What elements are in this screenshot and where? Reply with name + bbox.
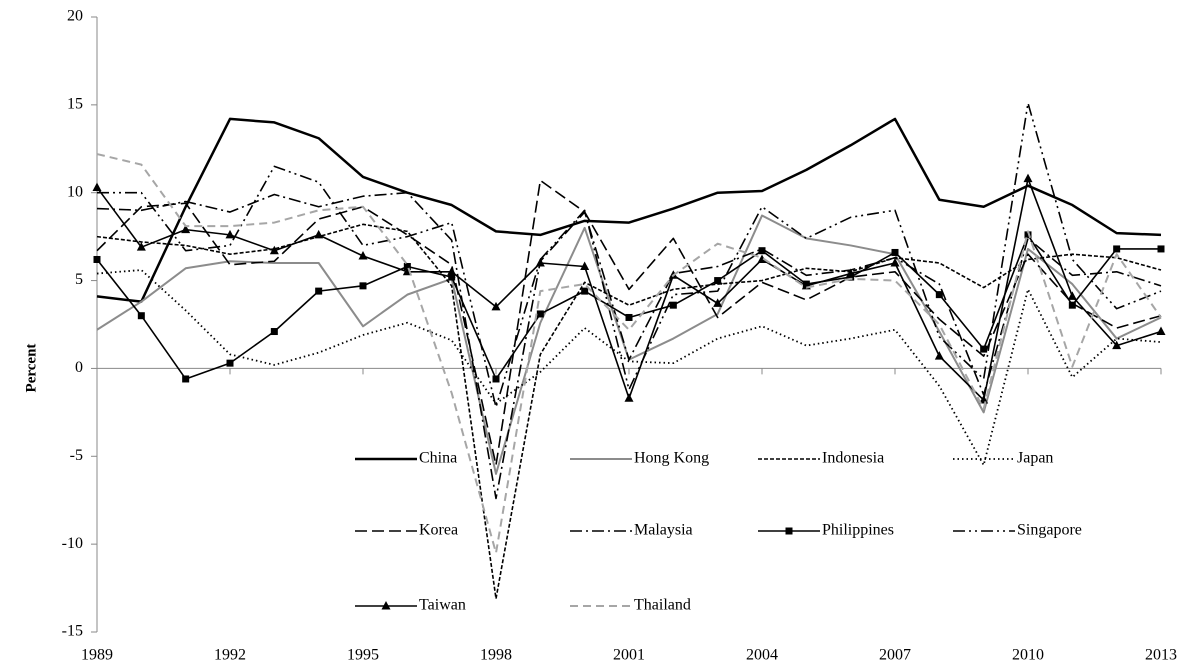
legend-label: China xyxy=(419,450,457,467)
data-point xyxy=(225,229,235,239)
data-point xyxy=(448,273,456,281)
data-point xyxy=(1068,301,1076,309)
data-point xyxy=(269,245,279,255)
data-point xyxy=(891,248,899,256)
legend-label: Malaysia xyxy=(634,522,693,539)
y-tick-label: 0 xyxy=(75,359,83,376)
data-point xyxy=(1067,291,1077,300)
data-point xyxy=(758,247,766,255)
legend-label: Indonesia xyxy=(822,450,884,467)
y-tick-label: -5 xyxy=(70,447,83,464)
series-line xyxy=(96,117,1162,303)
x-tick-label: 2010 xyxy=(1012,647,1044,664)
x-tick-label: 2004 xyxy=(746,647,778,664)
legend-marker xyxy=(785,527,793,535)
data-point xyxy=(669,301,677,309)
x-tick-label: 2013 xyxy=(1145,647,1177,664)
data-point xyxy=(226,359,234,367)
data-point xyxy=(315,287,323,295)
series-line xyxy=(96,191,1162,500)
data-point xyxy=(847,273,855,281)
x-tick-label: 2007 xyxy=(879,647,911,664)
series-line xyxy=(96,269,1162,466)
x-tick-label: 1995 xyxy=(347,647,379,664)
data-point xyxy=(979,395,989,404)
series-line xyxy=(96,223,1162,600)
data-point xyxy=(403,263,411,271)
data-point xyxy=(359,282,367,290)
data-point xyxy=(536,310,544,318)
data-point xyxy=(624,393,634,402)
data-point xyxy=(181,224,191,234)
y-tick-label: 20 xyxy=(67,8,83,25)
legend-label: Singapore xyxy=(1017,522,1082,539)
data-point xyxy=(934,351,944,360)
data-point xyxy=(136,242,146,251)
y-axis-label: Percent xyxy=(23,344,39,393)
data-point xyxy=(1024,231,1032,239)
x-tick-label: 2001 xyxy=(613,647,645,664)
x-tick-label: 1989 xyxy=(81,647,113,664)
data-point xyxy=(137,312,145,320)
legend-label: Thailand xyxy=(634,597,691,614)
data-point xyxy=(270,328,278,336)
legend-label: Japan xyxy=(1017,450,1053,467)
y-tick-label: -15 xyxy=(62,623,83,640)
y-tick-label: 10 xyxy=(67,183,83,200)
data-point xyxy=(1157,245,1165,253)
data-point xyxy=(935,291,943,299)
data-point xyxy=(314,229,324,239)
data-point xyxy=(846,268,856,278)
data-point xyxy=(625,313,633,321)
data-point xyxy=(1156,326,1166,336)
legend-label: Hong Kong xyxy=(634,450,709,467)
y-tick-label: 15 xyxy=(67,96,83,113)
legend-label: Korea xyxy=(419,522,458,539)
data-point xyxy=(1023,173,1033,183)
x-tick-label: 1998 xyxy=(480,647,512,664)
data-point xyxy=(492,375,500,383)
series-line xyxy=(96,153,1162,554)
data-point xyxy=(980,345,988,353)
data-point xyxy=(491,301,501,311)
data-point xyxy=(447,266,457,276)
data-point xyxy=(1112,340,1122,350)
x-tick-label: 1992 xyxy=(214,647,246,664)
y-tick-label: -10 xyxy=(62,535,83,552)
data-point xyxy=(535,258,545,267)
data-point xyxy=(92,182,102,191)
y-tick-label: 5 xyxy=(75,271,83,288)
data-point xyxy=(358,250,368,260)
data-point xyxy=(713,298,723,307)
data-point xyxy=(714,277,722,285)
series-line xyxy=(97,102,1162,408)
legend-label: Taiwan xyxy=(419,597,466,614)
data-point xyxy=(757,254,767,263)
legend-marker xyxy=(381,601,391,610)
data-point xyxy=(581,287,589,295)
data-point xyxy=(93,255,101,263)
legend-label: Philippines xyxy=(822,522,894,539)
data-point xyxy=(890,258,900,267)
data-point xyxy=(580,261,590,271)
data-point xyxy=(1113,245,1121,253)
series-line xyxy=(96,179,1162,466)
data-point xyxy=(182,375,190,383)
